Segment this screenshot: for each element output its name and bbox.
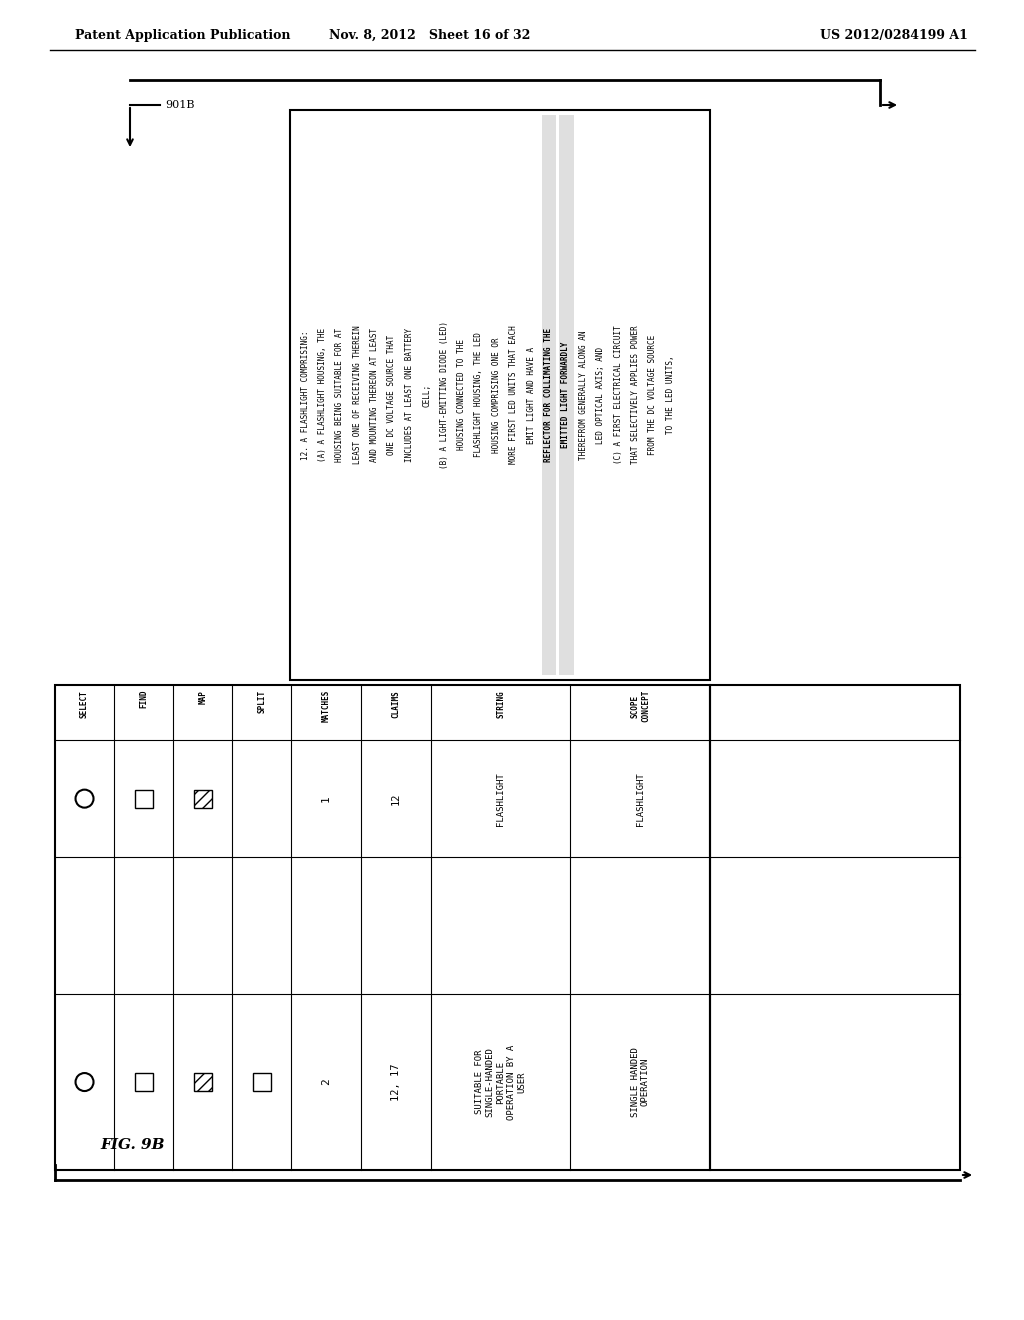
Bar [542,115,556,675]
Text: Nov. 8, 2012   Sheet 16 of 32: Nov. 8, 2012 Sheet 16 of 32 [330,29,530,41]
Text: 901B: 901B [165,100,195,110]
Text: REFLECTOR FOR COLLIMATING THE: REFLECTOR FOR COLLIMATING THE [544,327,553,462]
Text: LED OPTICAL AXIS; AND: LED OPTICAL AXIS; AND [596,346,605,444]
Text: SUITABLE FOR
SINGLE-HANDED
PORTABLE
OPERATION BY A
USER: SUITABLE FOR SINGLE-HANDED PORTABLE OPER… [475,1044,526,1119]
Text: FIND: FIND [139,690,148,709]
Text: FLASHLIGHT: FLASHLIGHT [636,772,645,825]
Text: FLASHLIGHT: FLASHLIGHT [496,772,505,825]
Text: EMIT LIGHT AND HAVE A: EMIT LIGHT AND HAVE A [526,346,536,444]
Text: SELECT: SELECT [80,690,89,718]
Text: MORE FIRST LED UNITS THAT EACH: MORE FIRST LED UNITS THAT EACH [509,326,518,465]
Text: ONE DC VOLTAGE SOURCE THAT: ONE DC VOLTAGE SOURCE THAT [387,335,396,455]
Text: FLASHLIGHT HOUSING, THE LED: FLASHLIGHT HOUSING, THE LED [474,333,483,458]
Text: (A) A FLASHLIGHT HOUSING, THE: (A) A FLASHLIGHT HOUSING, THE [317,327,327,462]
Text: TO THE LED UNITS,: TO THE LED UNITS, [666,355,675,434]
Text: SINGLE HANDED
OPERATION: SINGLE HANDED OPERATION [631,1047,650,1117]
Text: CELL;: CELL; [422,383,431,407]
Bar [55,685,710,1170]
Bar [290,110,710,680]
Text: 12, 17: 12, 17 [391,1064,401,1101]
Text: THEREFROM GENERALLY ALONG AN: THEREFROM GENERALLY ALONG AN [579,330,588,459]
Bar [253,1073,270,1092]
Text: SCOPE
CONCEPT: SCOPE CONCEPT [631,690,650,722]
Bar [194,789,212,808]
Text: Patent Application Publication: Patent Application Publication [75,29,291,41]
Text: 1: 1 [322,795,331,803]
Bar [194,1073,212,1092]
Bar [559,115,573,675]
Text: MATCHES: MATCHES [322,690,331,722]
Text: FIG. 9B: FIG. 9B [100,1138,165,1152]
Text: 12. A FLASHLIGHT COMPRISING:: 12. A FLASHLIGHT COMPRISING: [300,330,309,459]
Bar [134,789,153,808]
Text: AND MOUNTING THEREON AT LEAST: AND MOUNTING THEREON AT LEAST [370,327,379,462]
Text: MAP: MAP [198,690,207,704]
Text: 12: 12 [391,792,401,805]
Text: STRING: STRING [496,690,505,718]
Text: HOUSING BEING SUITABLE FOR AT: HOUSING BEING SUITABLE FOR AT [335,327,344,462]
Text: (B) A LIGHT-EMITTING DIODE (LED): (B) A LIGHT-EMITTING DIODE (LED) [439,321,449,469]
Bar [710,685,961,1170]
Text: INCLUDES AT LEAST ONE BATTERY: INCLUDES AT LEAST ONE BATTERY [404,327,414,462]
Text: CLAIMS: CLAIMS [391,690,400,718]
Text: SPLIT: SPLIT [257,690,266,713]
Text: (C) A FIRST ELECTRICAL CIRCUIT: (C) A FIRST ELECTRICAL CIRCUIT [613,326,623,465]
Text: HOUSING CONNECTED TO THE: HOUSING CONNECTED TO THE [457,339,466,450]
Text: EMITTED LIGHT FORWARDLY: EMITTED LIGHT FORWARDLY [561,342,570,449]
Text: HOUSING COMPRISING ONE OR: HOUSING COMPRISING ONE OR [492,337,501,453]
Text: 2: 2 [322,1078,331,1085]
Text: LEAST ONE OF RECEIVING THEREIN: LEAST ONE OF RECEIVING THEREIN [352,326,361,465]
Text: THAT SELECTIVELY APPLIES POWER: THAT SELECTIVELY APPLIES POWER [631,326,640,465]
Text: FROM THE DC VOLTAGE SOURCE: FROM THE DC VOLTAGE SOURCE [648,335,657,455]
Bar [134,1073,153,1092]
Text: US 2012/0284199 A1: US 2012/0284199 A1 [820,29,968,41]
